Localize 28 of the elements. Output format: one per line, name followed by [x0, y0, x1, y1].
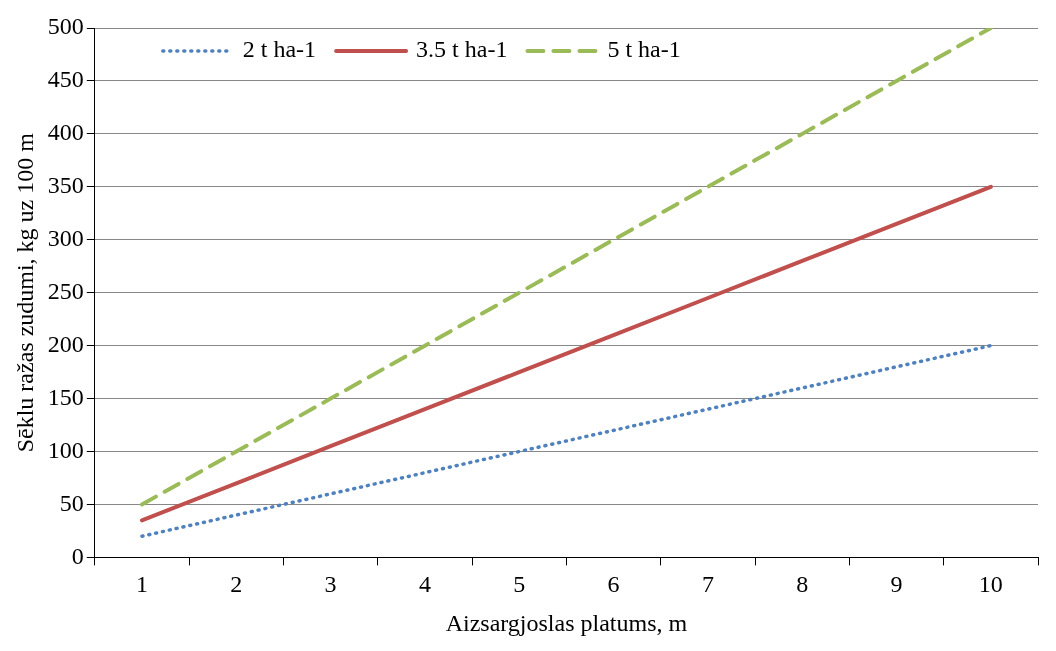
x-tick-label: 10	[978, 571, 1003, 598]
x-axis-title: Aizsargjoslas platums, m	[445, 609, 688, 636]
y-tick-label: 0	[71, 542, 84, 569]
x-tick-label: 2	[230, 571, 243, 598]
x-tick-label: 7	[701, 571, 714, 598]
line-series	[140, 343, 993, 538]
x-tick-label: 5	[513, 571, 526, 598]
y-tick-label: 100	[47, 436, 84, 463]
y-tick-label: 450	[47, 66, 84, 93]
y-tick-label: 400	[47, 119, 84, 146]
line-series	[139, 28, 993, 507]
x-tick-label: 3	[324, 571, 337, 598]
x-tick-label: 6	[607, 571, 620, 598]
y-tick-label: 250	[47, 278, 84, 304]
y-tick-label: 300	[47, 225, 84, 252]
x-tick-label: 8	[796, 571, 809, 598]
legend-label: 2 t ha-1	[242, 36, 317, 63]
legend-label: 5 t ha-1	[607, 36, 681, 63]
x-tick-label: 4	[418, 571, 431, 598]
y-tick-label: 500	[47, 13, 84, 40]
x-tick-label: 9	[890, 571, 903, 598]
y-tick-label: 200	[47, 330, 84, 357]
y-axis-title: Sēklu ražas zudumi, kg uz 100 m	[11, 132, 38, 453]
y-tick-label: 50	[59, 489, 84, 516]
legend-label: 3.5 t ha-1	[416, 36, 508, 63]
x-tick-label: 1	[135, 571, 148, 598]
y-tick-label: 150	[47, 383, 84, 410]
y-tick-label: 350	[47, 172, 84, 199]
